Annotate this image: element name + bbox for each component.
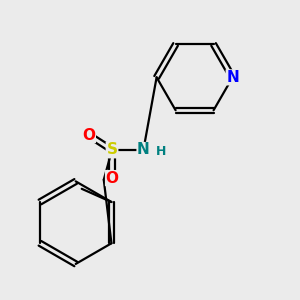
Text: N: N [137, 142, 150, 158]
Text: H: H [156, 145, 167, 158]
Text: S: S [106, 142, 118, 158]
Text: O: O [82, 128, 95, 142]
Text: N: N [226, 70, 239, 85]
Text: O: O [106, 171, 118, 186]
